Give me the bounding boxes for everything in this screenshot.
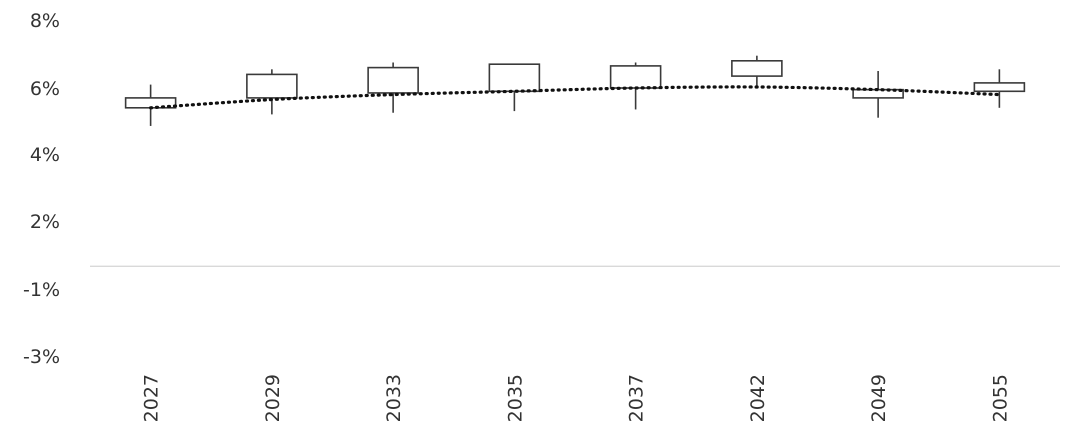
x-tick-label: 2037 <box>626 374 648 422</box>
y-tick-label: -3% <box>23 346 60 368</box>
x-axis: 2027 2029 2033 2035 2037 2042 2049 2055 <box>141 374 1012 422</box>
y-tick-label: 2% <box>30 211 60 233</box>
candle-body <box>367 66 419 94</box>
candle-body <box>973 82 1026 93</box>
x-tick-label: 2055 <box>989 374 1011 422</box>
x-tick-label: 2049 <box>868 374 890 422</box>
candle-2033 <box>367 62 419 113</box>
y-tick-label: 6% <box>30 78 60 100</box>
candle-body <box>731 59 783 77</box>
candle-2055 <box>973 69 1026 108</box>
candle-body <box>609 65 662 89</box>
y-tick-label: 4% <box>30 144 60 166</box>
candle-body <box>488 63 541 93</box>
x-tick-label: 2042 <box>747 374 769 422</box>
y-tick-label: -1% <box>23 279 60 301</box>
candles-group <box>124 55 1026 126</box>
x-tick-label: 2027 <box>141 374 163 422</box>
y-tick-label: 8% <box>30 10 60 32</box>
candle-2042 <box>731 55 783 88</box>
x-tick-label: 2035 <box>504 374 526 422</box>
candle-2037 <box>609 62 662 110</box>
y-axis: 8% 6% 4% 2% -1% -3% <box>23 10 60 368</box>
candle-2049 <box>852 71 904 118</box>
trend-line <box>149 85 1001 110</box>
x-tick-label: 2029 <box>262 374 284 422</box>
candle-2035 <box>488 63 541 112</box>
candle-body <box>246 73 298 99</box>
candle-2029 <box>246 69 298 115</box>
x-tick-label: 2033 <box>383 374 405 422</box>
